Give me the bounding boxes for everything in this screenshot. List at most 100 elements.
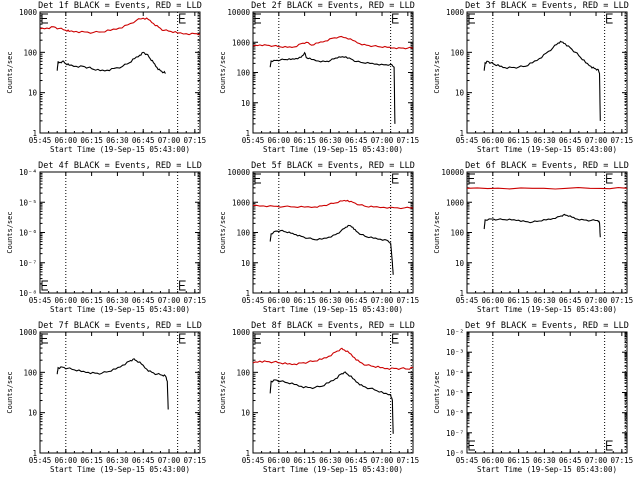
x-axis-label: Start Time (19-Sep-15 05:43:00) <box>263 145 403 154</box>
y-tick-label: 1000 <box>19 8 38 17</box>
x-tick-label: 06:00 <box>55 136 78 145</box>
y-axis-label: Counts/sec <box>433 211 441 253</box>
x-tick-label: 07:00 <box>371 136 394 145</box>
y-tick-label: 10 <box>241 409 251 418</box>
y-tick-label: 10⁻⁵ <box>19 198 37 207</box>
y-tick-label: 10⁻⁴ <box>446 368 464 377</box>
y-axis-label: Counts/sec <box>433 51 441 93</box>
x-tick-label: 07:00 <box>371 456 394 465</box>
y-axis-label: Counts/sec <box>6 211 14 253</box>
x-axis-label: Start Time (19-Sep-15 05:43:00) <box>263 305 403 314</box>
y-tick-label: 10⁻⁵ <box>446 389 464 398</box>
x-tick-label: 07:00 <box>158 456 181 465</box>
plot-frame <box>39 331 201 454</box>
end-marker <box>392 13 399 24</box>
panel-title: Det 1f BLACK = Events, RED = LLD <box>38 1 202 11</box>
y-axis-label: Counts/sec <box>6 371 14 413</box>
y-tick-label: 10⁻³ <box>446 348 464 357</box>
x-tick-label: 07:15 <box>611 296 634 305</box>
y-tick-label: 1000 <box>232 38 251 47</box>
y-tick-label: 1000 <box>19 328 38 337</box>
x-axis-label: Start Time (19-Sep-15 05:43:00) <box>50 145 190 154</box>
x-tick-label: 06:30 <box>319 296 342 305</box>
x-tick-label: 06:30 <box>533 456 556 465</box>
x-tick-label: 05:45 <box>242 296 265 305</box>
y-tick-label: 10 <box>241 99 251 108</box>
end-marker <box>392 333 399 344</box>
x-tick-label: 06:15 <box>80 136 103 145</box>
x-axis-label: Start Time (19-Sep-15 05:43:00) <box>477 465 617 474</box>
x-tick-label: 06:45 <box>345 456 368 465</box>
series-lld-line <box>39 17 201 36</box>
x-tick-label: 06:30 <box>106 456 129 465</box>
series-events-line <box>269 371 394 434</box>
y-tick-label: 10⁻⁶ <box>19 229 37 238</box>
x-tick-label: 07:00 <box>585 136 608 145</box>
series-events-line <box>269 51 396 124</box>
y-tick-label: 1000 <box>446 198 465 207</box>
panel-det-5f: Det 5f BLACK = Events, RED = LLD 05:45 06:… <box>219 161 419 314</box>
x-tick-label: 05:45 <box>29 456 52 465</box>
x-tick-label: 06:45 <box>132 136 155 145</box>
x-tick-label: 06:15 <box>80 296 103 305</box>
plot-frame <box>252 11 414 134</box>
y-tick-label: 100 <box>450 229 464 238</box>
start-marker <box>468 13 475 24</box>
x-tick-label: 07:15 <box>184 296 207 305</box>
plot-frame <box>466 331 628 454</box>
y-axis-label: Counts/sec <box>219 371 227 413</box>
y-tick-label: 10⁻⁶ <box>446 409 464 418</box>
y-axis-label: Counts/sec <box>433 371 441 413</box>
x-tick-label: 06:00 <box>268 456 291 465</box>
x-tick-label: 06:15 <box>507 136 530 145</box>
y-tick-label: 10 <box>455 259 465 268</box>
x-tick-label: 07:15 <box>184 136 207 145</box>
x-tick-label: 06:15 <box>80 456 103 465</box>
x-tick-label: 06:00 <box>55 296 78 305</box>
series-lld-line <box>466 187 628 190</box>
x-tick-label: 06:30 <box>106 136 129 145</box>
y-tick-label: 1 <box>32 129 37 138</box>
x-tick-label: 06:00 <box>482 456 505 465</box>
y-tick-label: 1 <box>245 129 250 138</box>
plot-frame <box>466 11 628 134</box>
x-tick-label: 06:15 <box>293 456 316 465</box>
panel-title: Det 8f BLACK = Events, RED = LLD <box>251 321 415 331</box>
panel-title: Det 5f BLACK = Events, RED = LLD <box>251 161 415 171</box>
x-tick-label: 07:00 <box>585 296 608 305</box>
panel-title: Det 4f BLACK = Events, RED = LLD <box>38 161 202 171</box>
x-tick-label: 06:45 <box>345 136 368 145</box>
y-tick-label: 1000 <box>232 328 251 337</box>
x-tick-label: 06:15 <box>293 136 316 145</box>
plot-frame <box>466 171 628 294</box>
y-tick-label: 1 <box>459 129 464 138</box>
x-axis-label: Start Time (19-Sep-15 05:43:00) <box>50 465 190 474</box>
end-marker <box>606 440 613 451</box>
y-tick-label: 10000 <box>441 168 464 177</box>
x-tick-label: 06:45 <box>345 296 368 305</box>
panel-title: Det 3f BLACK = Events, RED = LLD <box>465 1 629 11</box>
y-tick-label: 10⁻⁷ <box>19 259 37 268</box>
y-tick-label: 10 <box>28 409 38 418</box>
y-tick-label: 10⁻⁸ <box>19 289 37 298</box>
x-tick-label: 07:15 <box>397 296 420 305</box>
start-marker <box>254 173 261 184</box>
y-tick-label: 10⁻⁸ <box>446 449 464 458</box>
y-tick-label: 100 <box>236 368 250 377</box>
plot-frame <box>39 171 201 294</box>
y-tick-label: 10⁻² <box>446 328 464 337</box>
y-tick-label: 100 <box>23 368 37 377</box>
end-marker <box>392 173 399 184</box>
series-events-line <box>269 224 394 275</box>
y-axis-label: Counts/sec <box>219 51 227 93</box>
x-tick-label: 07:00 <box>158 296 181 305</box>
x-tick-label: 06:15 <box>507 296 530 305</box>
series-lld-line <box>252 35 414 50</box>
start-marker <box>254 13 261 24</box>
y-tick-label: 1 <box>245 449 250 458</box>
x-axis-label: Start Time (19-Sep-15 05:43:00) <box>477 305 617 314</box>
x-tick-label: 06:00 <box>268 136 291 145</box>
